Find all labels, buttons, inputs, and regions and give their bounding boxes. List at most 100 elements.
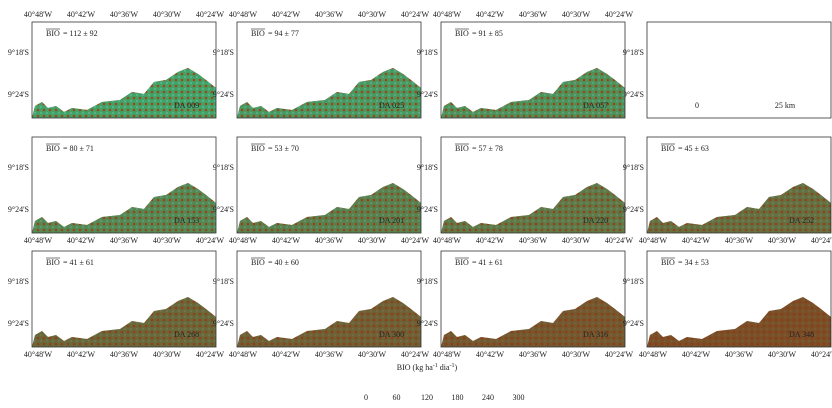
lat-tick-label: 9°18'S <box>417 163 438 172</box>
lon-tick-label: 40°42'W <box>272 350 301 359</box>
lon-tick-label: 40°30'W <box>153 350 182 359</box>
panel-frame <box>31 21 217 119</box>
lon-tick-label: 40°36'W <box>315 350 344 359</box>
legend-title-part: -1 <box>433 363 438 369</box>
lon-tick-label: 40°24'W <box>196 236 225 245</box>
panel-frame <box>646 21 832 119</box>
stat-symbol: BIO <box>455 144 469 153</box>
lon-tick-label: 40°42'W <box>682 350 711 359</box>
lon-tick-label: 40°48'W <box>229 10 258 19</box>
lon-tick-label: 40°30'W <box>358 10 387 19</box>
stat-symbol: BIO <box>455 29 469 38</box>
lat-tick-label: 9°24'S <box>623 205 644 214</box>
legend-tick-label: 240 <box>482 393 494 402</box>
panel-stat: = 112 ± 92 <box>63 29 98 38</box>
panel-label: DA 009 <box>174 101 199 110</box>
lon-tick-label: 40°36'W <box>519 10 548 19</box>
panel-frame <box>440 136 626 234</box>
lat-tick-label: 9°18'S <box>213 163 234 172</box>
lon-tick-label: 40°30'W <box>768 236 797 245</box>
lat-tick-label: 9°24'S <box>213 319 234 328</box>
lon-tick-label: 40°42'W <box>272 10 301 19</box>
panel-label: DA 268 <box>174 330 199 339</box>
lon-tick-label: 40°42'W <box>67 350 96 359</box>
lon-tick-label: 40°36'W <box>110 350 139 359</box>
panel-frame <box>31 250 217 348</box>
scale-start: 0 <box>695 101 699 110</box>
lat-tick-label: 9°24'S <box>417 319 438 328</box>
lon-tick-label: 40°48'W <box>24 236 53 245</box>
lon-tick-label: 40°48'W <box>433 236 462 245</box>
lon-tick-label: 40°48'W <box>229 350 258 359</box>
lon-tick-label: 40°36'W <box>315 10 344 19</box>
panel-stat: = 34 ± 53 <box>678 258 709 267</box>
panel-label: DA 153 <box>174 216 199 225</box>
panel-label: DA 201 <box>379 216 404 225</box>
lat-tick-label: 9°24'S <box>417 90 438 99</box>
panel-label: DA 025 <box>379 101 404 110</box>
panel-frame <box>236 250 422 348</box>
lon-tick-label: 40°36'W <box>315 236 344 245</box>
panel-label: DA 057 <box>583 101 608 110</box>
panel-label: DA 252 <box>789 216 814 225</box>
panel-frame <box>31 136 217 234</box>
lon-tick-label: 40°24'W <box>605 350 634 359</box>
lon-tick-label: 40°24'W <box>401 350 430 359</box>
stat-symbol: BIO <box>251 258 265 267</box>
region-vegetation <box>32 68 216 118</box>
scale-end: 25 km <box>775 101 796 110</box>
region-vegetation <box>32 297 216 347</box>
lat-tick-label: 9°24'S <box>417 205 438 214</box>
lat-tick-label: 9°24'S <box>213 205 234 214</box>
legend-title-part: ) <box>455 363 458 372</box>
lon-tick-label: 40°30'W <box>562 350 591 359</box>
lon-tick-label: 40°30'W <box>358 350 387 359</box>
lon-tick-label: 40°30'W <box>153 236 182 245</box>
lat-tick-label: 9°24'S <box>8 319 29 328</box>
region-vegetation <box>32 183 216 233</box>
lat-tick-label: 9°18'S <box>8 277 29 286</box>
lon-tick-label: 40°48'W <box>639 350 668 359</box>
panel-stat: = 91 ± 85 <box>472 29 503 38</box>
legend-tick-label: 60 <box>393 393 401 402</box>
stat-symbol: BIO <box>46 144 60 153</box>
stat-symbol: BIO <box>46 258 60 267</box>
lon-tick-label: 40°36'W <box>519 236 548 245</box>
panel-stat: = 94 ± 77 <box>268 29 299 38</box>
lon-tick-label: 40°24'W <box>401 236 430 245</box>
lon-tick-label: 40°42'W <box>67 236 96 245</box>
lat-tick-label: 9°18'S <box>623 163 644 172</box>
legend-title-part: BIO (kg ha <box>397 363 433 372</box>
lon-tick-label: 40°30'W <box>153 10 182 19</box>
panel-label: DA 316 <box>583 330 608 339</box>
lon-tick-label: 40°36'W <box>519 350 548 359</box>
lon-tick-label: 40°36'W <box>110 10 139 19</box>
panel-label: DA 220 <box>583 216 608 225</box>
region-vegetation <box>237 183 421 233</box>
lon-tick-label: 40°24'W <box>196 10 225 19</box>
panel-label: DA 348 <box>789 330 814 339</box>
lon-tick-label: 40°24'W <box>811 350 832 359</box>
legend-tick-label: 180 <box>452 393 464 402</box>
panel-stat: = 41 ± 61 <box>472 258 503 267</box>
stat-symbol: BIO <box>661 144 675 153</box>
lon-tick-label: 40°30'W <box>358 236 387 245</box>
region-vegetation <box>647 297 831 347</box>
stat-symbol: BIO <box>251 144 265 153</box>
panel-stat: = 41 ± 61 <box>63 258 94 267</box>
panel-frame <box>236 136 422 234</box>
region-vegetation <box>237 68 421 118</box>
region-vegetation <box>647 183 831 233</box>
region-vegetation <box>441 68 625 118</box>
lon-tick-label: 40°48'W <box>433 10 462 19</box>
legend-tick-label: 300 <box>513 393 525 402</box>
stat-symbol: BIO <box>251 29 265 38</box>
lon-tick-label: 40°48'W <box>639 236 668 245</box>
lon-tick-label: 40°42'W <box>67 10 96 19</box>
lon-tick-label: 40°42'W <box>476 350 505 359</box>
lat-tick-label: 9°18'S <box>623 277 644 286</box>
panel-stat: = 80 ± 71 <box>63 144 94 153</box>
lat-tick-label: 9°24'S <box>623 319 644 328</box>
panel-stat: = 53 ± 70 <box>268 144 299 153</box>
lon-tick-label: 40°36'W <box>110 236 139 245</box>
